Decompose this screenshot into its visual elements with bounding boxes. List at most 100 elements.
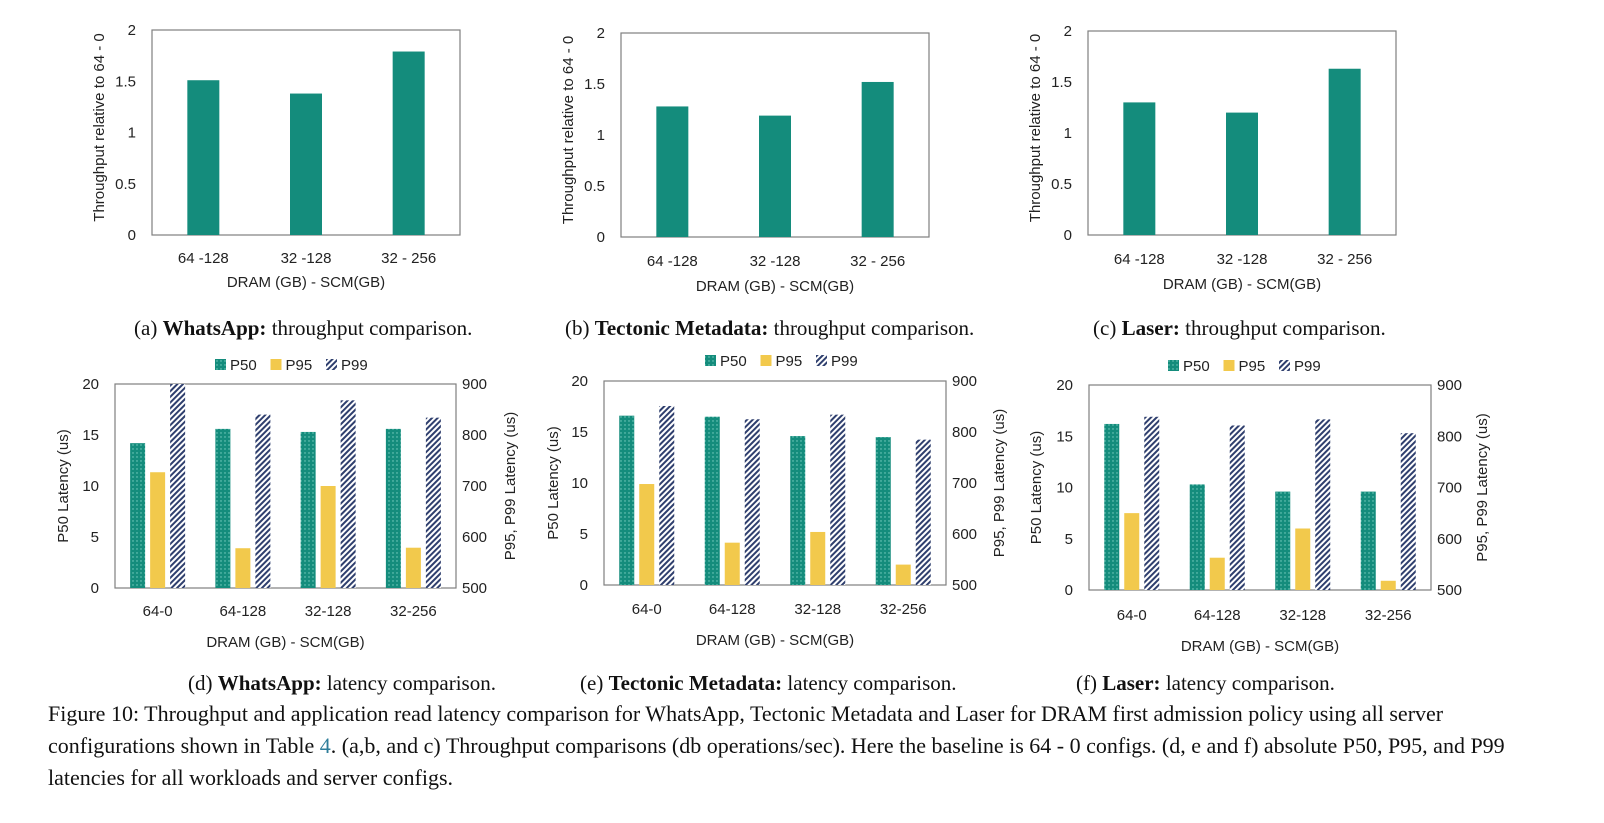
y-left-tick-label: 5 (580, 526, 588, 543)
caption-e-rest: latency comparison. (782, 671, 957, 695)
y-tick-label: 1 (597, 127, 605, 144)
legend-label-p99: P99 (831, 353, 858, 370)
y-left-tick-label: 5 (91, 529, 99, 546)
y-tick-label: 1 (128, 125, 136, 142)
bar-p95 (150, 472, 166, 588)
x-tick-label: 32 - 256 (850, 253, 905, 270)
y-right-axis-label: P95, P99 Latency (us) (502, 412, 519, 560)
caption-e-tag: (e) (580, 671, 609, 695)
y-right-tick-label: 900 (1437, 377, 1462, 394)
chart-f-laser-latency: 0 5 10 15 20 500 600 700 800 900 64-0 64-128 32-128 3… (1028, 358, 1491, 655)
y-left-tick-label: 20 (571, 373, 588, 390)
bar-p95 (895, 564, 911, 585)
bar-p95 (235, 548, 251, 588)
y-right-tick-label: 800 (952, 424, 977, 441)
caption-c-bold: Laser: (1121, 316, 1180, 340)
y-tick-label: 0.5 (115, 176, 136, 193)
y-left-tick-label: 10 (571, 475, 588, 492)
bar (392, 51, 425, 236)
caption-c: (c) Laser: throughput comparison. (1093, 316, 1386, 341)
bar (1226, 112, 1258, 235)
caption-f: (f) Laser: latency comparison. (1076, 671, 1335, 696)
figure-caption-part1: Figure 10: Throughput and application re… (48, 701, 1444, 758)
bar-p50 (790, 436, 806, 585)
y-tick-label: 1 (1064, 125, 1072, 142)
bar-p50 (1189, 484, 1205, 590)
x-axis-label: DRAM (GB) - SCM(GB) (227, 274, 385, 291)
bar-p99 (1144, 416, 1160, 590)
caption-d-bold: WhatsApp: (217, 671, 322, 695)
legend-label-p99: P99 (341, 357, 368, 374)
y-tick-label: 0.5 (1051, 176, 1072, 193)
table-ref-link[interactable]: 4 (319, 733, 331, 758)
legend-label-p50: P50 (720, 353, 747, 370)
y-right-tick-label: 700 (1437, 480, 1462, 497)
x-tick-label: 64 -128 (647, 253, 698, 270)
bar (656, 106, 689, 237)
y-right-tick-label: 800 (462, 427, 487, 444)
caption-c-tag: (c) (1093, 316, 1122, 340)
y-tick-label: 1.5 (115, 73, 136, 90)
legend-label-p99: P99 (1294, 358, 1321, 375)
figure-caption: Figure 10: Throughput and application re… (48, 698, 1568, 794)
x-tick-label: 32 - 256 (381, 250, 436, 267)
x-tick-label: 32-128 (305, 603, 352, 620)
bar-p99 (425, 417, 441, 588)
y-left-tick-label: 0 (580, 577, 588, 594)
caption-a-bold: WhatsApp: (162, 316, 267, 340)
bar-p95 (1124, 513, 1140, 590)
bar-p99 (830, 414, 846, 585)
bar-p99 (255, 414, 271, 588)
plot-frame (603, 380, 947, 586)
x-tick-label: 32-128 (794, 601, 841, 618)
bar-p99 (340, 400, 356, 588)
bar-p99 (1400, 433, 1416, 590)
y-right-tick-label: 600 (952, 526, 977, 543)
y-right-tick-label: 700 (952, 475, 977, 492)
y-tick-label: 0 (1064, 227, 1072, 244)
y-left-tick-label: 10 (82, 478, 99, 495)
bar (290, 93, 322, 235)
caption-b: (b) Tectonic Metadata: throughput compar… (565, 316, 974, 341)
x-tick-label: 64 -128 (178, 250, 229, 267)
bar-p50 (300, 431, 316, 588)
bar-p50 (1275, 491, 1291, 590)
y-tick-label: 0 (597, 229, 605, 246)
x-tick-label: 64 -128 (1114, 251, 1165, 268)
x-tick-label: 64-128 (709, 601, 756, 618)
y-left-tick-label: 0 (91, 580, 99, 597)
y-left-tick-label: 15 (1056, 428, 1073, 445)
y-right-tick-label: 700 (462, 478, 487, 495)
bar (1328, 68, 1361, 236)
x-tick-label: 32 -128 (750, 253, 801, 270)
x-tick-label: 32 - 256 (1317, 251, 1372, 268)
y-left-tick-label: 10 (1056, 480, 1073, 497)
legend-swatch-p50 (215, 359, 226, 370)
y-right-tick-label: 600 (462, 529, 487, 546)
y-tick-label: 2 (128, 22, 136, 39)
bar-p50 (1104, 423, 1120, 590)
y-left-tick-label: 5 (1065, 531, 1073, 548)
legend-swatch-p50 (705, 355, 716, 366)
y-left-tick-label: 0 (1065, 582, 1073, 599)
y-right-tick-label: 900 (462, 376, 487, 393)
legend-swatch-p95 (760, 355, 772, 366)
legend-swatch-p99 (1279, 360, 1290, 371)
figure-caption-part2: . (a,b, and c) Throughput comparisons (d… (48, 733, 1505, 790)
legend-swatch-p99 (816, 355, 827, 366)
bar (1123, 102, 1156, 236)
x-axis-label: DRAM (GB) - SCM(GB) (696, 632, 854, 649)
y-axis-label: Throughput relative to 64 - 0 (1027, 34, 1044, 222)
y-tick-label: 1.5 (584, 76, 605, 93)
x-tick-label: 64-0 (1117, 607, 1147, 624)
x-tick-label: 64-128 (220, 603, 267, 620)
x-tick-label: 64-0 (143, 603, 173, 620)
legend-swatch-p95 (270, 359, 282, 370)
bar-p95 (1209, 557, 1225, 590)
bar (861, 81, 894, 238)
bar-p50 (875, 437, 891, 585)
chart-d-whatsapp-latency: 0 5 10 15 20 500 600 700 800 900 64-0 64-128 32-128 3… (55, 357, 519, 651)
bar-p99 (1229, 425, 1245, 590)
chart-b-tectonic-throughput: 0 0.5 1 1.5 2 64 -128 32 -128 32 - 256 Throughpu… (560, 25, 930, 295)
plot-frame (114, 383, 457, 589)
